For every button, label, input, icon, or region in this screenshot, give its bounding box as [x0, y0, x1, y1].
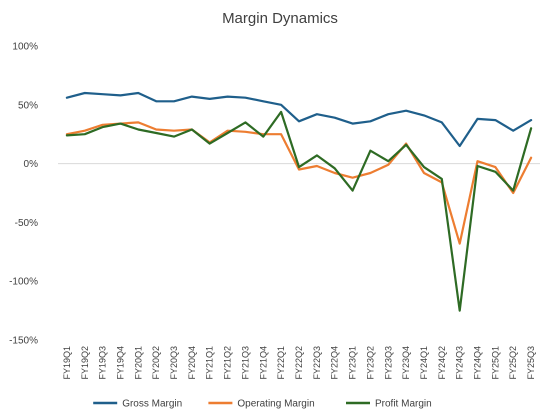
x-tick-label: FY25Q3 — [526, 346, 536, 380]
x-tick-label: FY22Q2 — [294, 346, 304, 380]
y-tick-label: 50% — [18, 100, 38, 111]
series-line-3 — [65, 110, 533, 312]
x-tick-label: FY22Q1 — [276, 346, 286, 380]
x-tick-label: FY21Q3 — [240, 346, 250, 380]
x-tick-label: FY20Q4 — [187, 346, 197, 380]
legend-label: Operating Margin — [237, 399, 314, 410]
y-tick-label: 0% — [24, 159, 39, 170]
x-tick-label: FY20Q1 — [133, 346, 143, 380]
x-tick-label: FY19Q1 — [62, 346, 72, 380]
x-tick-label: FY22Q4 — [330, 346, 340, 380]
x-tick-label: FY24Q3 — [455, 346, 465, 380]
x-tick-label: FY19Q4 — [115, 346, 125, 380]
x-tick-label: FY20Q2 — [151, 346, 161, 380]
x-tick-label: FY21Q2 — [223, 346, 233, 380]
x-tick-label: FY24Q4 — [473, 346, 483, 380]
y-tick-label: -150% — [9, 336, 38, 347]
x-tick-label: FY24Q2 — [437, 346, 447, 380]
x-tick-label: FY24Q1 — [419, 346, 429, 380]
x-tick-label: FY22Q3 — [312, 346, 322, 380]
series-line-2 — [65, 121, 533, 245]
x-tick-label: FY25Q1 — [490, 346, 500, 380]
x-tick-label: FY19Q3 — [98, 346, 108, 380]
y-tick-label: 100% — [12, 42, 38, 53]
x-tick-label: FY25Q2 — [508, 346, 518, 380]
series-line-1 — [65, 91, 533, 148]
x-tick-label: FY21Q1 — [205, 346, 215, 380]
x-tick-label: FY23Q4 — [401, 346, 411, 380]
x-tick-label: FY20Q3 — [169, 346, 179, 380]
y-tick-label: -100% — [9, 277, 38, 288]
x-tick-label: FY23Q3 — [383, 346, 393, 380]
y-tick-label: -50% — [15, 218, 38, 229]
x-tick-label: FY23Q1 — [348, 346, 358, 380]
x-tick-label: FY19Q2 — [80, 346, 90, 380]
legend-label: Profit Margin — [375, 399, 432, 410]
legend-label: Gross Margin — [122, 399, 182, 410]
chart-title: Margin Dynamics — [222, 10, 338, 27]
x-tick-label: FY21Q4 — [258, 346, 268, 380]
x-tick-label: FY23Q2 — [365, 346, 375, 380]
